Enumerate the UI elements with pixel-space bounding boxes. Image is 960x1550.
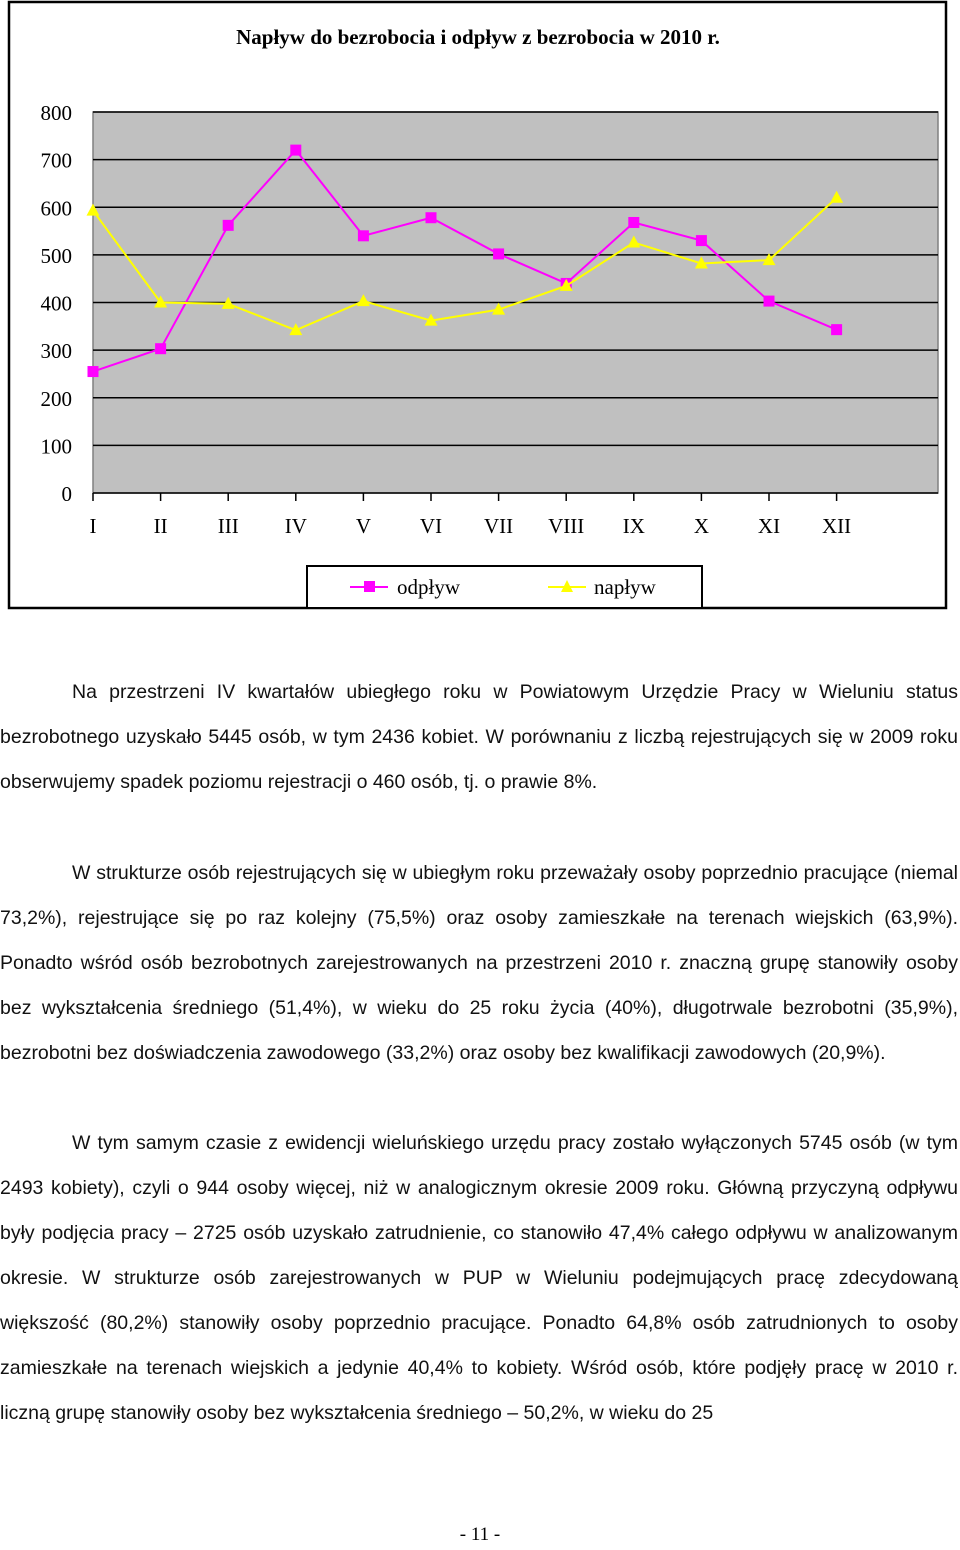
data-point-square xyxy=(831,324,843,336)
data-point-square xyxy=(628,216,640,228)
data-point-square xyxy=(695,235,707,247)
x-tick-label: VIII xyxy=(548,514,584,538)
gridlines xyxy=(93,111,938,494)
paragraph-1: Na przestrzeni IV kwartałów ubiegłego ro… xyxy=(0,670,958,805)
series-line-2 xyxy=(92,196,838,332)
y-tick-label: 600 xyxy=(41,196,73,220)
data-point-triangle xyxy=(221,296,235,309)
data-point-square xyxy=(763,295,775,307)
series-layer xyxy=(86,144,844,378)
x-tick-label: V xyxy=(356,514,371,538)
x-tick-label: IX xyxy=(623,514,645,538)
y-tick-label: 800 xyxy=(41,101,73,125)
data-point-square xyxy=(222,219,234,231)
data-point-triangle xyxy=(492,302,506,315)
data-point-triangle xyxy=(154,295,168,308)
chart-title: Napływ do bezrobocia i odpływ z bezroboc… xyxy=(236,25,720,49)
x-tick-label: VII xyxy=(484,514,513,538)
data-point-square xyxy=(87,366,99,378)
data-point-triangle xyxy=(424,313,438,326)
legend-naplyw-label: napływ xyxy=(594,575,657,599)
x-tick-label: IV xyxy=(285,514,307,538)
x-tick-label: I xyxy=(90,514,97,538)
x-tick-label: XII xyxy=(822,514,851,538)
data-point-square xyxy=(155,343,167,355)
page-number: - 11 - xyxy=(459,1524,501,1545)
data-point-triangle xyxy=(559,278,573,291)
x-axis-tick-labels: I II III IV V VI VII VIII IX X XI XII xyxy=(90,493,851,538)
data-point-triangle xyxy=(830,190,844,203)
series-line-1 xyxy=(92,148,837,373)
data-point-triangle xyxy=(356,294,370,307)
y-axis-tick-labels: 0 100 200 300 400 500 600 700 800 xyxy=(41,101,73,506)
legend: odpływ napływ xyxy=(306,565,703,609)
paragraph-3: W tym samym czasie z ewidencji wieluński… xyxy=(0,1121,958,1436)
y-tick-label: 0 xyxy=(62,482,73,506)
y-tick-label: 200 xyxy=(41,387,73,411)
data-point-triangle xyxy=(86,203,100,216)
paragraph-1-text: Na przestrzeni IV kwartałów ubiegłego ro… xyxy=(0,681,958,793)
data-point-triangle xyxy=(289,323,303,336)
y-tick-label: 100 xyxy=(41,434,73,458)
y-tick-label: 500 xyxy=(41,244,73,268)
data-point-triangle xyxy=(694,256,708,269)
x-tick-label: III xyxy=(218,514,239,538)
x-tick-label: VI xyxy=(420,514,442,538)
x-tick-label: II xyxy=(154,514,168,538)
paragraph-2: W strukturze osób rejestrujących się w u… xyxy=(0,851,958,1076)
data-point-triangle xyxy=(627,235,641,248)
data-point-square xyxy=(357,230,369,242)
data-point-square xyxy=(290,144,302,156)
data-point-triangle xyxy=(762,253,776,266)
data-point-square xyxy=(493,248,505,260)
x-tick-label: XI xyxy=(758,514,780,538)
line-chart: Napływ do bezrobocia i odpływ z bezroboc… xyxy=(7,0,948,610)
paragraph-3-text: W tym samym czasie z ewidencji wieluński… xyxy=(0,1132,958,1424)
legend-naplyw-marker xyxy=(561,580,573,592)
y-tick-label: 700 xyxy=(41,149,73,173)
legend-odplyw-marker xyxy=(364,581,375,592)
data-point-square xyxy=(425,212,437,224)
x-tick-label: X xyxy=(694,514,709,538)
legend-odplyw-label: odpływ xyxy=(397,575,461,599)
y-tick-label: 300 xyxy=(41,339,73,363)
paragraph-2-text: W strukturze osób rejestrujących się w u… xyxy=(0,862,958,1064)
y-tick-label: 400 xyxy=(41,292,73,316)
